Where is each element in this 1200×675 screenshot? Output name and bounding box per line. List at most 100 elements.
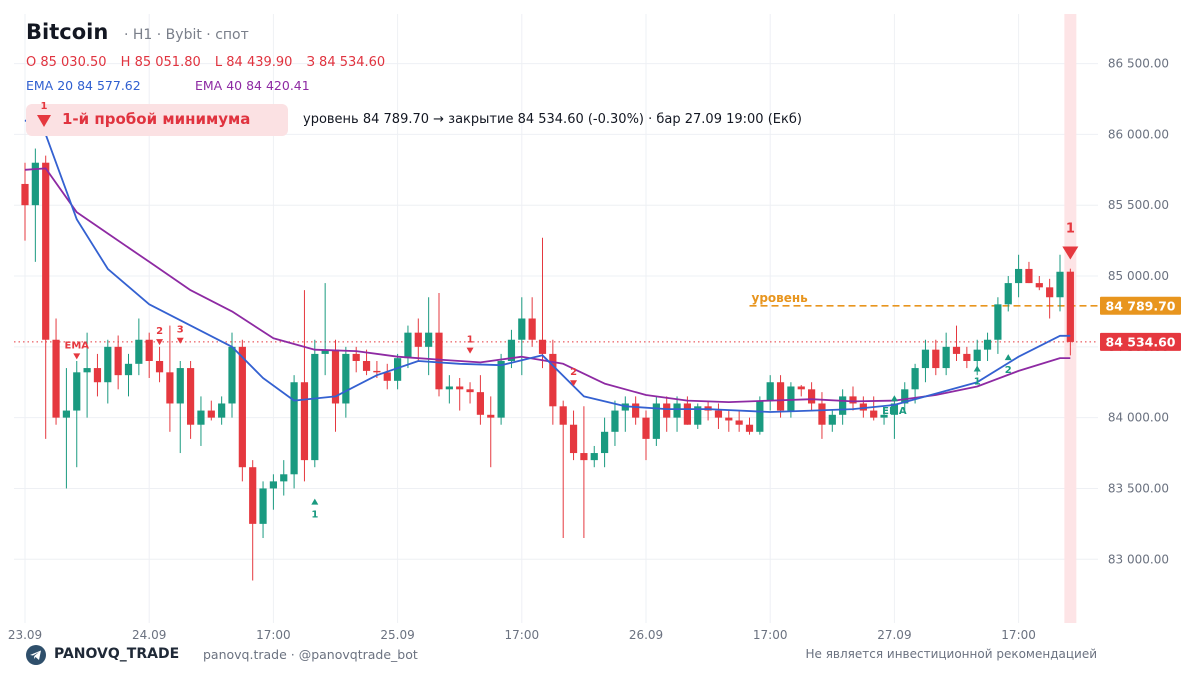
telegram-icon[interactable] (26, 645, 46, 665)
candle-body (569, 424, 578, 454)
candle (342, 346, 350, 418)
candle-body (290, 382, 298, 475)
candle-body (559, 406, 567, 425)
candle-body (611, 410, 619, 432)
candle (476, 375, 484, 425)
candle-body (849, 396, 857, 404)
signal-marker: 2 (1004, 354, 1012, 376)
candle (414, 318, 422, 361)
candle-body (218, 403, 226, 418)
candle (383, 363, 391, 390)
candle-body (249, 467, 257, 524)
level-price-tag: 84 789.70 (1106, 298, 1176, 313)
candle (249, 460, 257, 581)
candle-body (155, 360, 164, 373)
candle-body (983, 339, 992, 350)
level-label: уровень (752, 291, 809, 305)
candle-body (197, 410, 205, 425)
candle-body (507, 339, 516, 361)
candle (487, 396, 495, 468)
candle-body (93, 368, 102, 383)
candle-body (228, 346, 236, 404)
x-tick-label: 17:00 (505, 628, 540, 642)
marker-label: 1 (1066, 222, 1075, 237)
candle (921, 339, 930, 383)
signal-marker: 1 (466, 335, 474, 354)
candle-body (538, 339, 547, 354)
candle-body (652, 403, 660, 439)
candle-body (476, 392, 484, 415)
candle-body (114, 346, 122, 376)
candle (808, 382, 816, 411)
candle-body (828, 414, 836, 425)
signal-markers: 1EMA23112EMA121 (31, 112, 1079, 521)
candle-body (259, 488, 267, 524)
candle-body (435, 332, 443, 390)
signal-marker: 2 (156, 326, 163, 346)
marker-label: 1 (974, 376, 981, 387)
candle-body (404, 332, 412, 359)
candle-body (756, 400, 764, 432)
candle (104, 339, 112, 404)
candle (269, 474, 277, 510)
candle (394, 353, 402, 390)
candles (21, 148, 1074, 581)
signal-event-text: уровень 84 789.70 → закрытие 84 534.60 (… (303, 112, 802, 127)
candle (590, 445, 598, 468)
candle-body (942, 346, 950, 369)
candle (725, 410, 733, 432)
candle-body (580, 453, 588, 461)
x-tick-label: 17:00 (256, 628, 291, 642)
candle-body (21, 183, 29, 206)
candle-body (176, 368, 184, 404)
brand-name[interactable]: PANOVQ_TRADE (54, 646, 180, 662)
down-arrow-icon (176, 337, 184, 344)
candle-body (714, 410, 723, 418)
candle (932, 339, 940, 376)
candle (569, 410, 578, 461)
candle (166, 325, 174, 432)
candle (756, 396, 764, 435)
candle-body (466, 389, 474, 393)
marker-label: EMA (882, 406, 907, 417)
candle-body (394, 358, 402, 381)
signal-marker: 2 (570, 367, 577, 387)
signal-marker: 1 (311, 498, 318, 521)
candle (135, 318, 143, 376)
candle (745, 417, 754, 435)
candle-body (932, 349, 940, 369)
brand-links[interactable]: panovq.trade · @panovqtrade_bot (203, 647, 418, 662)
candle-body (373, 370, 381, 373)
candle-body (487, 414, 495, 418)
candle-body (331, 349, 340, 404)
x-tick-label: 26.09 (629, 628, 663, 642)
up-arrow-icon (1004, 354, 1012, 361)
x-tick-label: 27.09 (877, 628, 911, 642)
marker-label: EMA (64, 340, 89, 351)
candle (311, 339, 319, 468)
up-arrow-icon (973, 365, 981, 372)
time-axis: 23.09 24.09 17:00 25.09 17:00 26.09 17:00 27.09… (8, 628, 1036, 642)
candle-body (124, 363, 133, 376)
candle-body (1056, 271, 1064, 298)
ema40-legend: EMA 40 84 420.41 (195, 78, 310, 93)
marker-label: 3 (177, 325, 184, 336)
down-arrow-icon (1062, 246, 1079, 260)
candle (73, 360, 81, 468)
candle (155, 346, 164, 383)
candle-body (797, 386, 805, 390)
candle-body (642, 417, 650, 439)
candle-body (994, 304, 1002, 340)
candle-body (911, 368, 919, 390)
marker-label: 2 (570, 367, 577, 378)
candle-body (901, 389, 909, 404)
candle-body (1046, 287, 1054, 298)
candle-body (311, 353, 319, 461)
candle (849, 386, 857, 411)
down-arrow-icon (466, 347, 474, 354)
candle (1056, 254, 1064, 312)
last-close-price-tag: 84 534.60 (1106, 334, 1176, 349)
candle-body (673, 403, 681, 418)
x-tick-label: 23.09 (8, 628, 42, 642)
